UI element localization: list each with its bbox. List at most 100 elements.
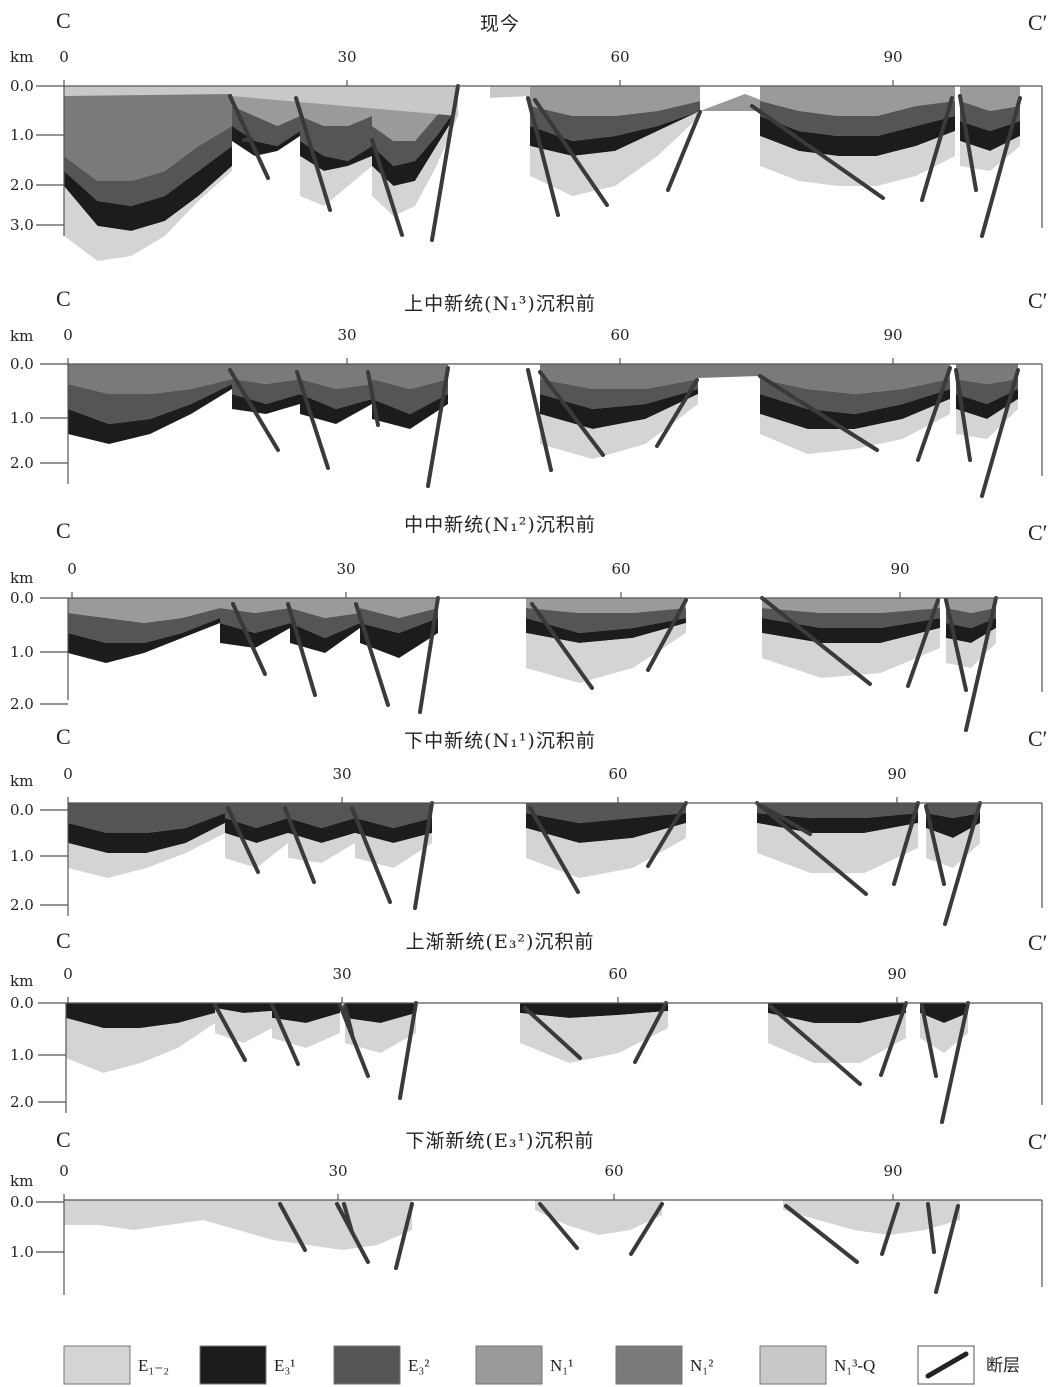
distance-tick-label: 0 [63, 765, 73, 783]
legend-swatch [333, 1345, 401, 1385]
panel-title: 上渐新统(E₃²)沉积前 [406, 931, 595, 953]
fault-line [916, 366, 952, 462]
legend-label: N₁¹ [550, 1356, 573, 1375]
depth-unit-label: km [10, 48, 33, 66]
fault-line [350, 806, 392, 904]
layer-e31 [540, 389, 698, 429]
panel-title: 现今 [480, 13, 520, 35]
section-end-label: C′ [1028, 288, 1048, 313]
fault-line [228, 368, 280, 452]
layer-e31 [68, 384, 232, 444]
layer-e12 [64, 1200, 412, 1250]
fault-line [228, 94, 270, 180]
cross-section-panel: C C′ 下渐新统(E₃¹)沉积前 km 0 30 60 90 0.0 1.0 [10, 1127, 1048, 1295]
layer-e12 [526, 623, 686, 683]
geology-layers [68, 801, 982, 926]
fault-line [394, 1202, 414, 1270]
layer-e32 [757, 803, 918, 818]
layer-e32 [526, 608, 686, 633]
depth-unit-label: km [10, 1172, 33, 1190]
layer-e32 [960, 101, 1020, 131]
cross-section-panel: C C′ 上中新统(N₁³)沉积前 km 0 30 60 90 0.0 1.0 2.0 [10, 286, 1048, 498]
layer-e12 [520, 1011, 668, 1063]
fault-line [295, 370, 330, 470]
layer-e31 [372, 106, 458, 186]
fault-line [270, 1003, 300, 1066]
section-start-label: C [56, 1127, 71, 1152]
layer-e12 [68, 823, 225, 878]
fault-line [980, 368, 1020, 498]
depth-unit-label: km [10, 569, 33, 587]
depth-tick-label: 0.0 [10, 801, 34, 819]
layer-e32 [372, 96, 458, 166]
layer-e12 [66, 1013, 215, 1073]
layer-e12 [540, 394, 698, 459]
fault-line [342, 1202, 354, 1234]
layer-e12 [783, 1200, 960, 1235]
depth-tick-label: 3.0 [10, 216, 34, 234]
fault-line [629, 1202, 664, 1256]
layer-e32 [956, 379, 1018, 404]
layer-e12 [215, 1008, 272, 1043]
layer-e31 [300, 394, 372, 424]
layer-e32 [64, 126, 232, 206]
depth-unit-label: km [10, 972, 33, 990]
layer-n12 [372, 364, 448, 389]
distance-tick-label: 60 [610, 326, 629, 344]
geology-layers [64, 1200, 960, 1294]
distance-tick-label: 0 [59, 48, 69, 66]
distance-tick-label: 90 [883, 1162, 902, 1180]
fault-line [760, 804, 812, 836]
layer-e32 [300, 116, 372, 161]
distance-tick-label: 0 [63, 965, 73, 983]
cross-section-panel: C C′ 下中新统(N₁¹)沉积前 km 0 30 60 90 0.0 1.0 2.0 [10, 724, 1048, 926]
fault-line [338, 1003, 370, 1078]
depth-unit-label: km [10, 772, 33, 790]
fault-line [666, 110, 702, 192]
section-start-label: C [56, 286, 71, 311]
distance-tick-label: 30 [332, 965, 351, 983]
fault-line [398, 1001, 418, 1100]
fault-line [538, 370, 605, 457]
layer-e12 [762, 628, 940, 678]
fault-line [926, 1202, 936, 1254]
depth-tick-label: 0.0 [10, 355, 34, 373]
fault-line [784, 1204, 859, 1264]
layer-n13 [232, 86, 458, 116]
layer-e32 [232, 379, 300, 404]
layer-e12 [372, 111, 458, 216]
layer-e32 [760, 101, 955, 136]
fault-line [370, 138, 404, 237]
cross-section-panel: C C′ 中中新统(N₁²)沉积前 km 0 30 60 90 0.0 1.0 2.0 [10, 514, 1048, 732]
fault-line [523, 1006, 582, 1060]
legend-item: E₃² [333, 1345, 429, 1385]
panel-title: 下中新统(N₁¹)沉积前 [404, 730, 596, 752]
layer-e12 [760, 131, 955, 186]
layer-e31 [526, 813, 686, 843]
fault-line [980, 96, 1022, 238]
panel-title: 下渐新统(E₃¹)沉积前 [406, 1130, 595, 1152]
layer-n12 [300, 364, 372, 389]
fault-line [426, 366, 450, 488]
layer-e12 [526, 823, 686, 878]
fault-line [294, 96, 332, 212]
distance-tick-label: 30 [332, 765, 351, 783]
section-start-label: C [56, 724, 71, 749]
fault-line [646, 598, 688, 672]
layer-n12 [232, 364, 300, 384]
depth-tick-label: 1.0 [10, 1243, 34, 1261]
fault-line [906, 598, 940, 688]
layer-e12 [535, 1200, 662, 1235]
fault-line [892, 801, 920, 886]
layer-e31 [946, 618, 996, 643]
layer-e32 [360, 608, 438, 633]
distance-tick-label: 30 [328, 1162, 347, 1180]
depth-tick-label: 2.0 [10, 695, 34, 713]
layer-e32 [68, 608, 220, 643]
layer-n11 [946, 598, 996, 613]
fault-line [526, 368, 553, 472]
depth-unit-label: km [10, 327, 33, 345]
fault-line [920, 96, 954, 202]
legend-item: N₁¹ [475, 1345, 573, 1385]
